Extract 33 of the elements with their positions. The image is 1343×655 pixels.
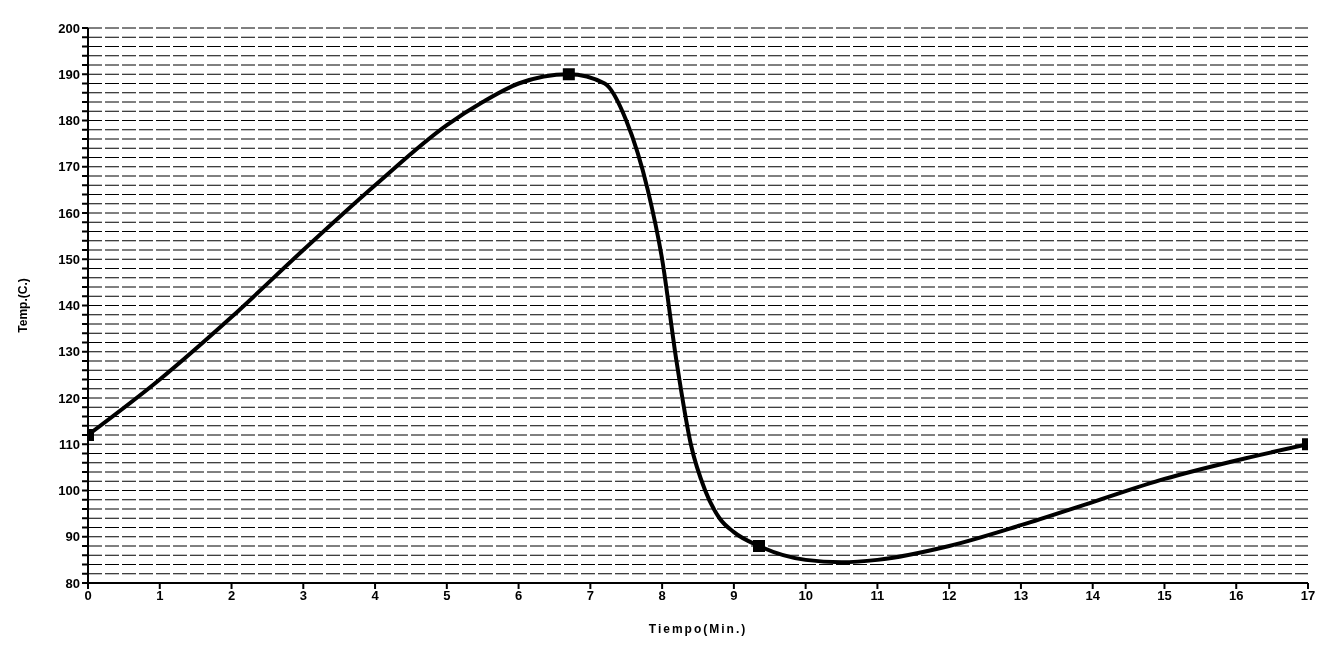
x-tick-label: 3 xyxy=(299,588,307,604)
x-tick-label: 1 xyxy=(156,588,164,604)
y-tick-label: 160 xyxy=(58,205,80,221)
y-tick-label: 190 xyxy=(58,66,80,82)
x-tick-label: 2 xyxy=(227,588,236,604)
y-tick-label: 180 xyxy=(58,113,80,129)
x-tick-label: 0 xyxy=(84,588,92,604)
x-tick-label: 11 xyxy=(870,588,885,604)
x-tick-label: 5 xyxy=(443,588,451,604)
y-tick-label: 150 xyxy=(58,251,80,267)
x-tick-label: 10 xyxy=(798,588,813,604)
x-tick-label: 14 xyxy=(1085,588,1101,604)
y-tick-label: 80 xyxy=(65,575,80,591)
x-tick-label: 4 xyxy=(371,588,380,604)
x-tick-label: 13 xyxy=(1013,588,1029,604)
x-tick-label: 7 xyxy=(586,588,594,604)
x-tick-label: 12 xyxy=(941,588,957,604)
y-tick-label: 170 xyxy=(58,159,80,175)
x-tick-label: 6 xyxy=(514,588,523,604)
y-tick-label: 130 xyxy=(58,344,80,360)
y-tick-label: 200 xyxy=(58,20,80,36)
y-tick-label: 140 xyxy=(58,298,80,314)
y-tick-label: 90 xyxy=(65,529,80,545)
x-tick-label: 15 xyxy=(1157,588,1172,604)
y-tick-label: 120 xyxy=(58,390,80,406)
x-tick-label: 16 xyxy=(1229,588,1244,604)
x-tick-label: 17 xyxy=(1300,588,1316,604)
x-tick-label: 8 xyxy=(658,588,666,604)
y-axis-title: Temp.(C.) xyxy=(16,278,31,333)
y-tick-label: 100 xyxy=(58,483,80,499)
x-axis-title: Tiempo(Min.) xyxy=(648,622,748,636)
x-tick-label: 9 xyxy=(730,588,738,604)
y-tick-label: 110 xyxy=(59,436,80,452)
